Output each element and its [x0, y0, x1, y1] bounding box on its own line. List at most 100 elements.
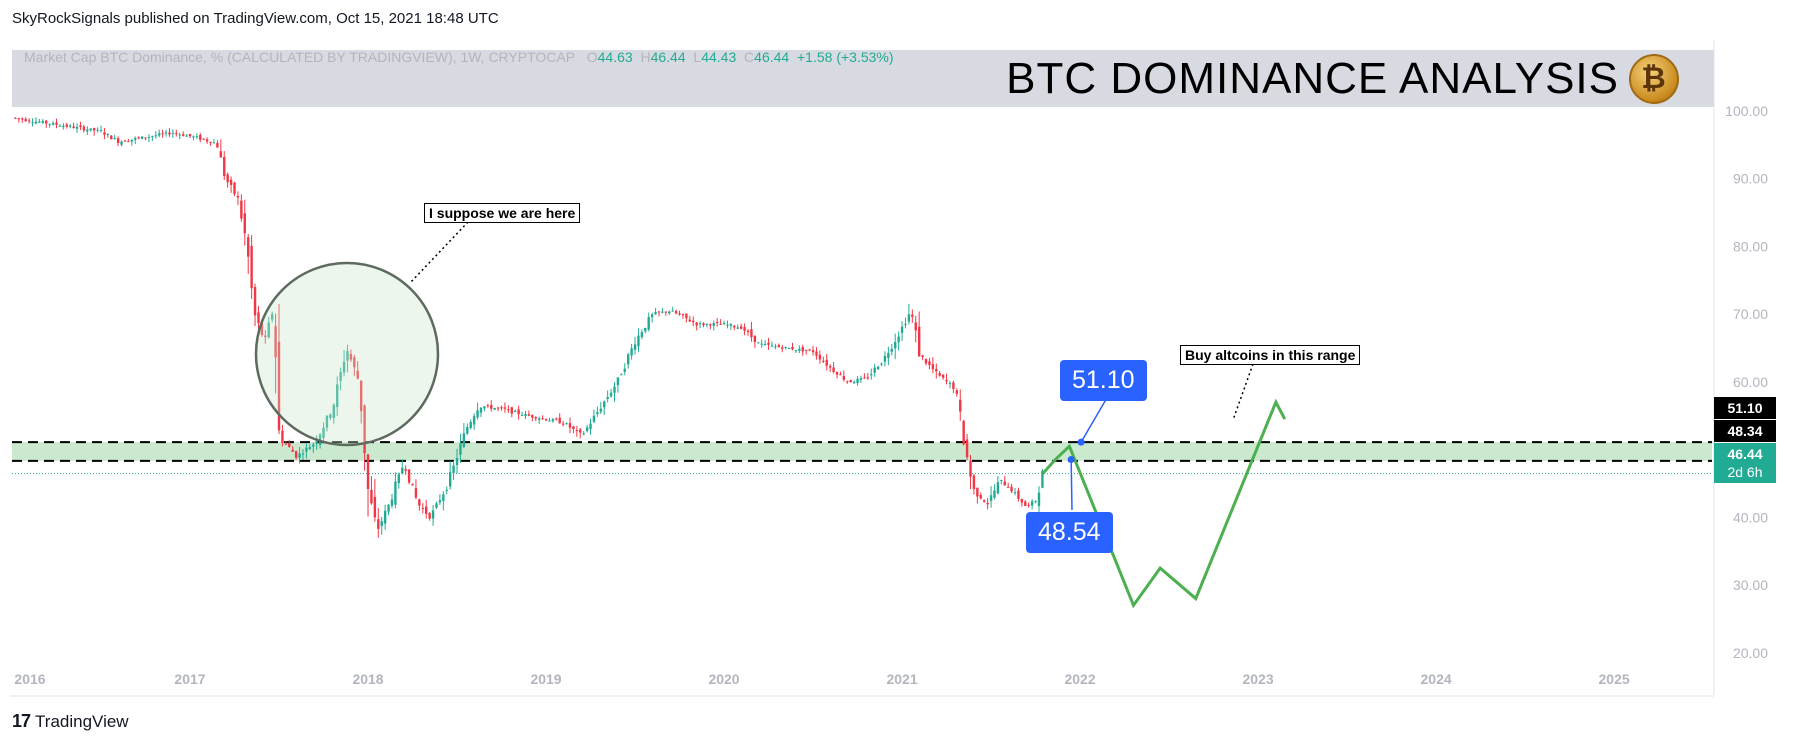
candle-body	[777, 345, 781, 348]
callout-low[interactable]: 48.54	[1026, 512, 1113, 553]
candle-body	[911, 314, 914, 317]
candle-body	[1024, 501, 1027, 506]
candle-body	[746, 330, 750, 333]
candle-body	[140, 136, 144, 139]
candle-body	[685, 313, 688, 319]
candle-body	[931, 364, 935, 370]
candle-body	[846, 381, 849, 383]
candle-body	[637, 335, 640, 347]
candle-body	[493, 407, 496, 410]
candle-body	[527, 414, 531, 416]
candle-body	[79, 125, 82, 127]
candle-body	[86, 129, 89, 132]
candle-body	[452, 465, 455, 474]
candle-body	[62, 125, 65, 128]
price-tag-lower: 48.34	[1714, 420, 1776, 442]
y-tick-label: 60.00	[1733, 374, 1768, 390]
candle-body	[188, 134, 192, 137]
footer-brand[interactable]: 17 TradingView	[12, 711, 129, 732]
x-tick-label: 2016	[14, 671, 45, 687]
candle-body	[531, 414, 534, 418]
candle-body	[739, 326, 743, 329]
candle-body	[1037, 492, 1041, 507]
candle-body	[373, 496, 377, 518]
candle-body	[377, 519, 380, 529]
candle-body	[1030, 501, 1034, 506]
candle-body	[870, 373, 873, 376]
candle-body	[134, 137, 137, 140]
candle-body	[681, 314, 685, 316]
candle-body	[620, 374, 623, 376]
candle-body	[1013, 492, 1017, 494]
candle-body	[137, 137, 140, 139]
candle-body	[948, 382, 952, 384]
candle-body	[414, 488, 418, 498]
candle-body	[55, 122, 58, 125]
note-buy-pointer	[1232, 363, 1254, 421]
candle-body	[192, 136, 195, 138]
candle-body	[965, 439, 969, 458]
legend-open-label: O	[586, 49, 598, 65]
candle-body	[27, 120, 31, 122]
candle-body	[969, 460, 972, 477]
y-tick-label: 90.00	[1733, 171, 1768, 187]
candle-body	[240, 200, 243, 219]
candle-body	[288, 443, 291, 447]
candle-body	[979, 494, 982, 499]
candle-body	[592, 415, 596, 422]
legend-close: 46.44	[754, 49, 790, 65]
candle-body	[541, 418, 544, 420]
candle-body	[247, 237, 250, 257]
candle-body	[82, 126, 86, 131]
candle-body	[466, 427, 469, 434]
candle-body	[613, 386, 616, 393]
x-tick-label: 2020	[708, 671, 739, 687]
candle-body	[291, 449, 294, 452]
candle-body	[544, 419, 548, 421]
chart-legend: Market Cap BTC Dominance, % (CALCULATED …	[24, 49, 894, 65]
candle-body	[955, 390, 959, 394]
candle-body	[260, 322, 264, 335]
candle-body	[209, 141, 212, 143]
candle-body	[811, 350, 815, 353]
callout-high[interactable]: 51.10	[1060, 360, 1147, 401]
candle-body	[72, 126, 75, 129]
note-here[interactable]: I suppose we are here	[424, 203, 581, 223]
candle-body	[897, 336, 900, 343]
candle-body	[438, 500, 442, 503]
candle-body	[750, 329, 753, 338]
candle-body	[490, 405, 493, 409]
candle-body	[425, 506, 428, 514]
candle-body	[976, 487, 979, 497]
candle-body	[236, 195, 240, 198]
candle-body	[661, 311, 664, 313]
annotations-layer	[254, 221, 1287, 609]
candle-body	[692, 320, 695, 323]
candle-body	[668, 311, 671, 314]
candle-body	[924, 359, 928, 364]
measure-low-connector	[1070, 459, 1073, 511]
candle-body	[479, 407, 483, 413]
candle-body	[644, 327, 647, 332]
candle-body	[555, 418, 558, 420]
candle-body	[123, 140, 127, 142]
candle-body	[68, 125, 72, 127]
candle-body	[907, 314, 911, 322]
candle-body	[733, 325, 736, 328]
candle-body	[1003, 481, 1006, 486]
candle-body	[852, 381, 856, 384]
note-buy-range[interactable]: Buy altcoins in this range	[1180, 345, 1361, 365]
candle-body	[695, 322, 698, 326]
candle-body	[202, 138, 205, 140]
candle-body	[397, 474, 401, 483]
candle-body	[760, 343, 763, 345]
candle-body	[856, 378, 859, 384]
candle-body	[41, 120, 45, 123]
candle-body	[839, 374, 842, 376]
candle-body	[664, 311, 668, 313]
candle-body	[568, 423, 572, 428]
candle-body	[308, 447, 312, 450]
candle-body	[390, 499, 394, 506]
candle-body	[524, 414, 527, 416]
